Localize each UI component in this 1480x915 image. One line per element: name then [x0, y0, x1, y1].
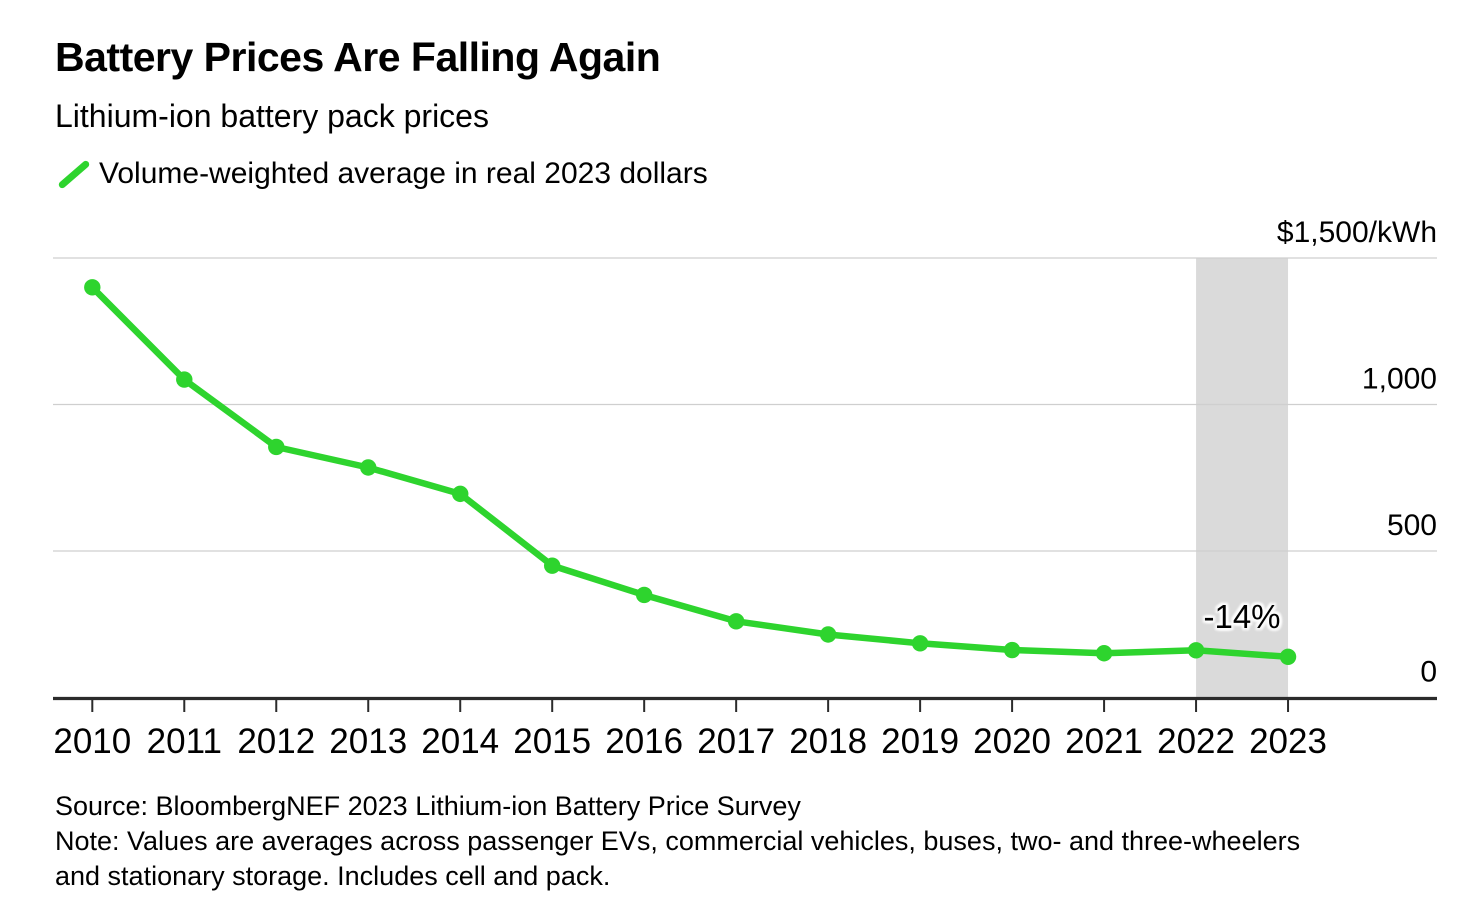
percent-change-annotation: -14% [1203, 598, 1281, 635]
x-tick-label-2023: 2023 [1249, 722, 1327, 761]
x-tick-label-2018: 2018 [789, 722, 867, 761]
data-point-2016 [635, 586, 653, 604]
highlight-band [1196, 258, 1289, 697]
x-tick-label-2021: 2021 [1065, 722, 1143, 761]
legend: Volume-weighted average in real 2023 dol… [55, 156, 708, 192]
x-tick-label-2011: 2011 [147, 722, 222, 761]
data-point-2012 [268, 438, 285, 456]
source-line: Source: BloombergNEF 2023 Lithium-ion Ba… [55, 791, 801, 821]
data-point-2019 [911, 635, 929, 652]
x-tick-label-2015: 2015 [513, 722, 591, 761]
x-tick-label-2020: 2020 [973, 722, 1051, 761]
chart-subtitle: Lithium-ion battery pack prices [55, 98, 489, 134]
y-tick-label-1000: 1,000 [1362, 363, 1437, 396]
data-point-2022 [1187, 642, 1205, 659]
data-point-2018 [819, 626, 837, 643]
x-tick-label-2016: 2016 [605, 722, 683, 761]
x-tick-label-2010: 2010 [53, 722, 131, 761]
note-line-1: Note: Values are averages across passeng… [55, 826, 1301, 856]
note-line-2: and stationary storage. Includes cell an… [55, 861, 611, 891]
y-tick-label-0: 0 [1420, 656, 1437, 689]
source-note: Source: BloombergNEF 2023 Lithium-ion Ba… [55, 789, 1300, 894]
y-tick-label-500: 500 [1387, 509, 1437, 542]
chart-title: Battery Prices Are Falling Again [55, 34, 661, 80]
x-tick-label-2013: 2013 [329, 722, 407, 761]
data-point-2014 [452, 485, 469, 503]
data-point-2015 [544, 557, 561, 574]
data-point-2010 [84, 279, 101, 296]
legend-label: Volume-weighted average in real 2023 dol… [99, 157, 708, 190]
x-tick-label-2012: 2012 [237, 722, 315, 761]
x-tick-label-2014: 2014 [421, 722, 499, 761]
data-point-2020 [1003, 641, 1021, 659]
price-line [89, 284, 1292, 661]
x-tick-label-2019: 2019 [881, 722, 959, 761]
data-point-2017 [727, 613, 745, 630]
data-point-2023 [1279, 648, 1297, 665]
data-point-2011 [176, 371, 193, 388]
x-tick-label-2017: 2017 [697, 722, 775, 761]
data-point-2013 [360, 459, 377, 476]
x-tick-label-2022: 2022 [1157, 722, 1235, 761]
data-point-2021 [1095, 645, 1113, 662]
y-tick-label-1500: $1,500/kWh [1277, 216, 1437, 249]
